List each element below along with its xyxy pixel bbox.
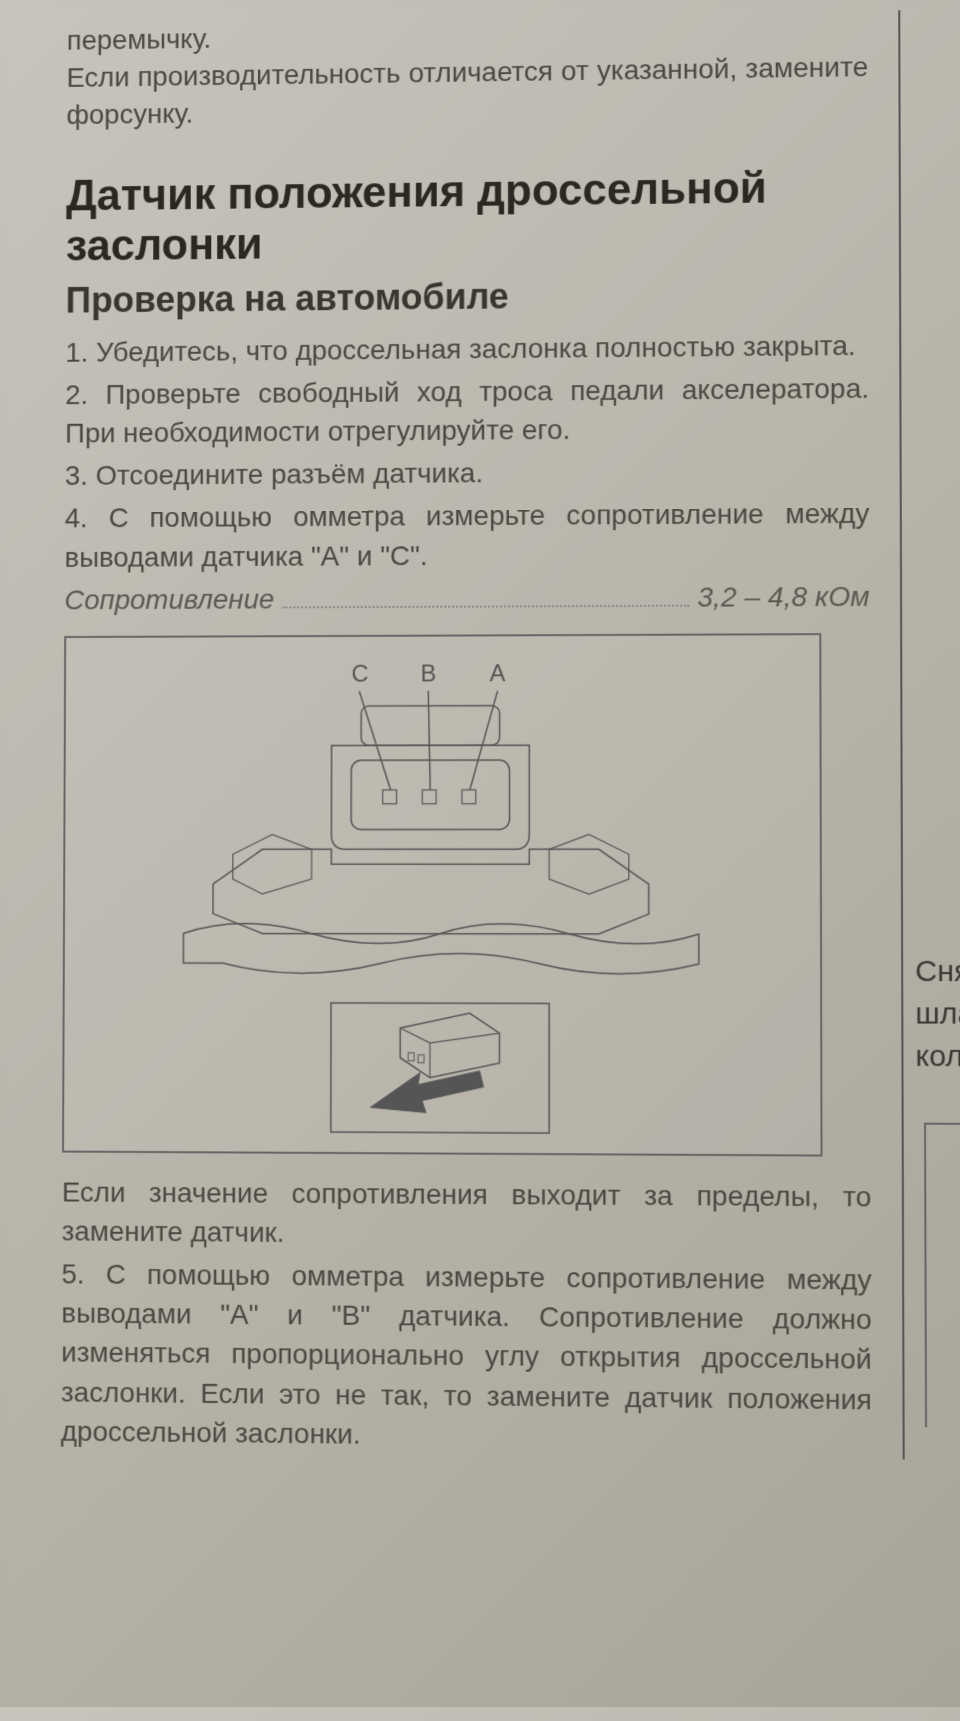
spec-line: Сопротивление 3,2 – 4,8 кОм <box>64 581 869 616</box>
step-4: 4. С помощью омметра измерьте сопротивле… <box>64 494 869 576</box>
right-box-corner <box>924 1123 960 1428</box>
peek-line-3: коль <box>915 1036 960 1079</box>
spec-value: 3,2 – 4,8 кОм <box>697 581 869 614</box>
arrow-icon <box>370 1070 483 1112</box>
spec-dots <box>282 604 689 608</box>
pin-label-c: C <box>351 661 368 687</box>
intro-paragraph: перемычку. Если производительность отлич… <box>66 11 868 134</box>
step-2: 2. Проверьте свободный ход троса педали … <box>65 369 869 453</box>
pin-label-b: B <box>420 661 436 687</box>
after-figure-text: Если значение сопротивления выходит за п… <box>62 1172 872 1256</box>
step-5: 5. С помощью омметра измерьте сопротивле… <box>61 1254 872 1459</box>
spec-label: Сопротивление <box>64 583 274 616</box>
step-3: 3. Отсоедините разъём датчика. <box>65 451 870 495</box>
subsection-title: Проверка на автомобиле <box>66 272 869 321</box>
step-1: 1. Убедитесь, что дроссельная заслонка п… <box>65 326 869 372</box>
peek-line-1: Снят <box>915 951 960 994</box>
peek-line-2: шла <box>915 993 960 1036</box>
intro-line-2: Если производительность отличается от ук… <box>66 48 868 133</box>
sensor-diagram: C B A <box>62 633 822 1156</box>
pin-label-a: A <box>490 660 506 686</box>
right-column-peek: Снят шла коль <box>915 951 960 1079</box>
section-title: Датчик положения дроссельной заслонки <box>66 163 869 272</box>
